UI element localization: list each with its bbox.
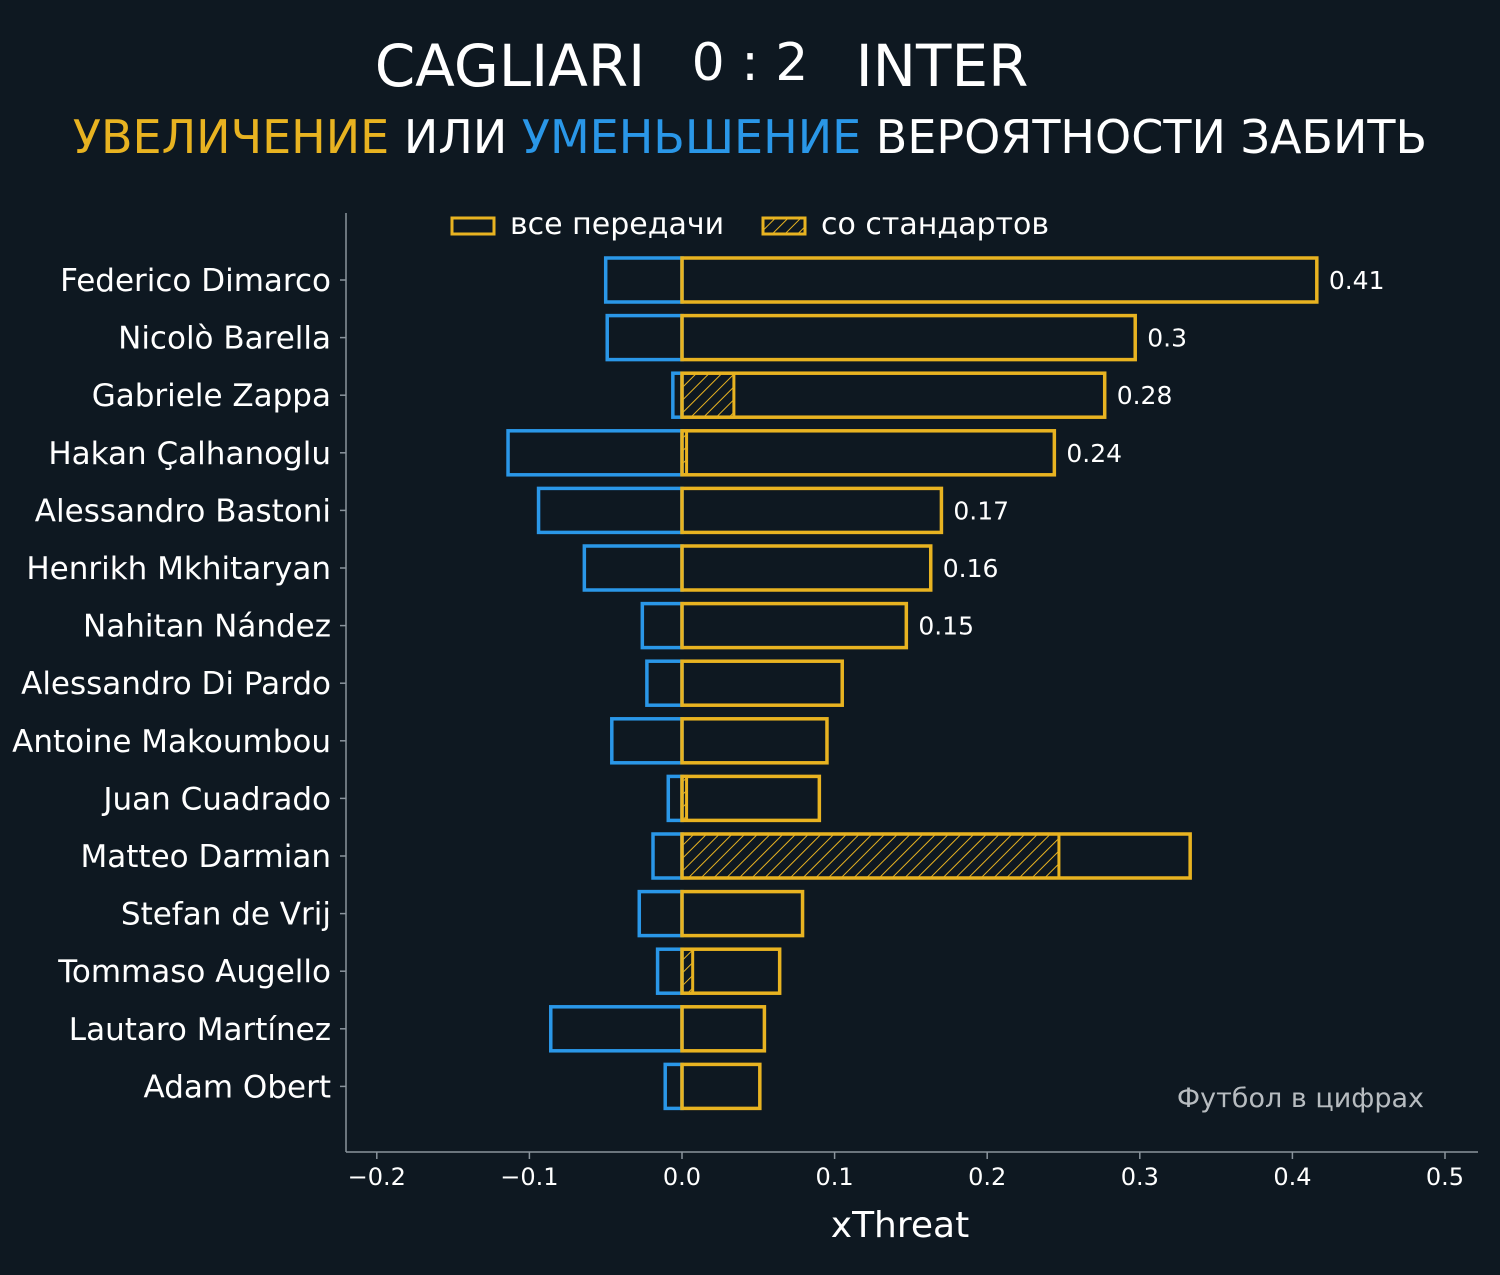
increase-bar-lautaro-martinez (680, 1005, 767, 1053)
category-labels: Federico Dimarco Nicolò Barella Gabriele Z… (12, 263, 346, 1105)
category-label-tommaso-augello: Tommaso Augello (57, 954, 331, 990)
decrease-bar-tommaso-augello (655, 947, 684, 995)
category-label-matteo-darmian: Matteo Darmian (81, 839, 331, 875)
x-tick-label: 0.4 (1273, 1163, 1311, 1191)
x-ticks: −0.2 −0.1 0.0 0.1 0.2 0.3 0.4 0.5 (348, 1152, 1464, 1191)
value-label-hakan-calhanoglu: 0.24 (1066, 439, 1122, 468)
decrease-bar-alessandro-bastoni (536, 486, 684, 535)
increase-bar-alessandro-di-pardo (680, 659, 844, 707)
match-score: 0 : 2 (692, 33, 809, 93)
set-piece-bar-gabriele-zappa (680, 371, 736, 419)
decrease-bar-juan-cuadrado (666, 774, 684, 823)
value-label-alessandro-bastoni: 0.17 (953, 496, 1009, 525)
away-team-name: INTER (856, 32, 1029, 100)
decrease-bar-stefan-de-vrij (637, 889, 684, 938)
increase-bar-nahitan-nandez (680, 601, 909, 650)
category-label-nahitan-nandez: Nahitan Nández (83, 609, 331, 645)
x-tick-label: −0.2 (348, 1163, 406, 1191)
x-tick-label: −0.1 (500, 1163, 558, 1191)
watermark: Футбол в цифрах (1177, 1083, 1424, 1114)
x-tick-label: 0.1 (816, 1163, 854, 1191)
increase-bar-alessandro-bastoni (680, 486, 944, 535)
increase-bar-tommaso-augello (680, 947, 782, 995)
increase-bar-gabriele-zappa (680, 371, 1107, 419)
subtitle-or: ИЛИ (404, 110, 507, 164)
increase-bar-stefan-de-vrij (680, 889, 805, 938)
decrease-bar-henrikh-mkhitaryan (582, 544, 684, 592)
category-label-alessandro-bastoni: Alessandro Bastoni (35, 493, 331, 529)
bars-group: 0.41 0.3 0.28 0.24 0.17 0.16 0.15 (506, 256, 1385, 1111)
home-team-name: CAGLIARI (375, 32, 646, 100)
category-label-alessandro-di-pardo: Alessandro Di Pardo (21, 666, 331, 702)
category-label-stefan-de-vrij: Stefan de Vrij (121, 897, 331, 933)
category-label-lautaro-martinez: Lautaro Martínez (69, 1012, 331, 1048)
x-tick-label: 0.3 (1121, 1163, 1159, 1191)
chart-subtitle: УВЕЛИЧЕНИЕ ИЛИ УМЕНЬШЕНИЕ ВЕРОЯТНОСТИ ЗА… (73, 110, 1427, 164)
legend-set-pieces-label: со стандартов (821, 207, 1049, 242)
legend: все передачи со стандартов (450, 207, 1049, 242)
decrease-bar-nicolo-barella (605, 313, 684, 362)
category-label-juan-cuadrado: Juan Cuadrado (101, 781, 331, 817)
legend-set-pieces-swatch (761, 216, 807, 236)
value-label-nahitan-nandez: 0.15 (918, 612, 974, 641)
decrease-bar-adam-obert (663, 1062, 684, 1111)
category-label-gabriele-zappa: Gabriele Zappa (92, 378, 331, 414)
set-piece-bar-matteo-darmian (680, 832, 1061, 880)
increase-bar-federico-dimarco (680, 256, 1319, 304)
decrease-bar-matteo-darmian (651, 832, 684, 880)
decrease-bar-lautaro-martinez (549, 1005, 684, 1053)
category-label-henrikh-mkhitaryan: Henrikh Mkhitaryan (26, 551, 331, 587)
category-label-adam-obert: Adam Obert (144, 1069, 331, 1105)
increase-bar-antoine-makoumbou (680, 717, 829, 765)
increase-bar-adam-obert (680, 1062, 762, 1111)
subtitle-increase: УВЕЛИЧЕНИЕ (73, 110, 389, 164)
decrease-bar-hakan-calhanoglu (506, 429, 684, 477)
decrease-bar-nahitan-nandez (640, 601, 684, 650)
subtitle-decrease: УМЕНЬШЕНИЕ (522, 110, 861, 164)
x-tick-label: 0.0 (663, 1163, 701, 1191)
category-label-nicolo-barella: Nicolò Barella (118, 321, 331, 357)
category-label-hakan-calhanoglu: Hakan Çalhanoglu (48, 436, 331, 472)
subtitle-rest: ВЕРОЯТНОСТИ ЗАБИТЬ (876, 110, 1427, 164)
legend-all-passes-swatch (450, 216, 496, 236)
increase-bar-hakan-calhanoglu (680, 429, 1057, 477)
decrease-bar-antoine-makoumbou (610, 717, 684, 765)
increase-bar-juan-cuadrado (680, 774, 822, 823)
category-label-antoine-makoumbou: Antoine Makoumbou (12, 724, 331, 760)
x-axis-label: xThreat (831, 1205, 969, 1246)
increase-bar-henrikh-mkhitaryan (680, 544, 933, 592)
increase-bar-matteo-darmian (680, 832, 1192, 880)
value-label-nicolo-barella: 0.3 (1147, 324, 1187, 353)
value-label-gabriele-zappa: 0.28 (1117, 381, 1173, 410)
value-label-federico-dimarco: 0.41 (1329, 266, 1385, 295)
increase-bar-nicolo-barella (680, 313, 1137, 362)
legend-all-passes-label: все передачи (510, 207, 724, 242)
decrease-bar-federico-dimarco (603, 256, 684, 304)
category-label-federico-dimarco: Federico Dimarco (60, 263, 331, 299)
x-tick-label: 0.5 (1426, 1163, 1464, 1191)
decrease-bar-alessandro-di-pardo (645, 659, 684, 707)
value-label-henrikh-mkhitaryan: 0.16 (943, 554, 999, 583)
x-tick-label: 0.2 (968, 1163, 1006, 1191)
